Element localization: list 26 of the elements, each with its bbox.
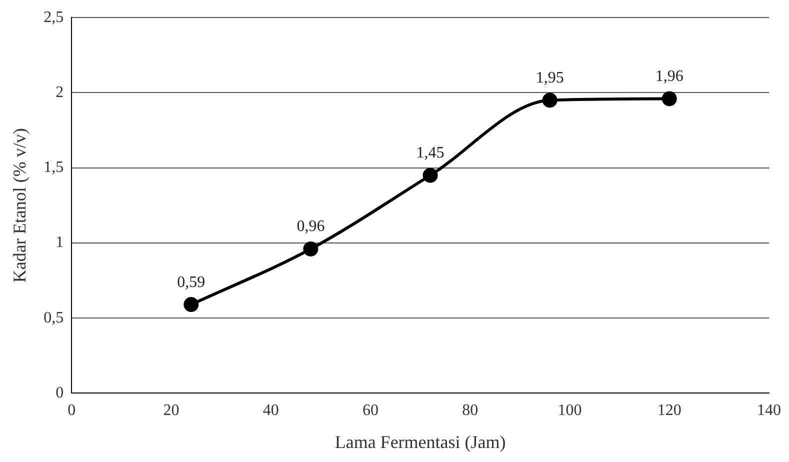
data-label: 0,96 [296, 218, 325, 236]
data-label: 1,45 [416, 144, 444, 162]
y-tick-label: 1,5 [44, 159, 64, 176]
y-tick-label: 1 [56, 234, 64, 252]
point [303, 241, 318, 256]
y-tick-label: 2,5 [44, 8, 64, 26]
data-label: 1,95 [536, 69, 564, 86]
x-tick-label: 40 [262, 402, 279, 420]
point [662, 91, 677, 106]
x-tick-label: 120 [657, 402, 682, 420]
data-label: 1,96 [655, 68, 684, 85]
x-tick-label: 80 [462, 402, 478, 420]
point [542, 92, 558, 108]
point [422, 168, 438, 183]
data-label: 0,59 [177, 274, 206, 291]
y-tick-label: 0,5 [44, 309, 64, 326]
x-tick-label: 20 [163, 402, 180, 420]
x-tick-label: 0 [68, 402, 76, 420]
y-axis-title: Kadar Etanol (% v/v) [10, 128, 30, 283]
point [184, 297, 199, 312]
x-tick-label: 100 [558, 402, 582, 420]
x-axis-title: Lama Fermentasi (Jam) [334, 432, 506, 452]
x-tick-label: 60 [362, 402, 378, 420]
x-tick-label: 140 [757, 402, 781, 420]
y-tick-label: 2 [56, 84, 64, 101]
y-tick-label: 0 [56, 384, 64, 402]
